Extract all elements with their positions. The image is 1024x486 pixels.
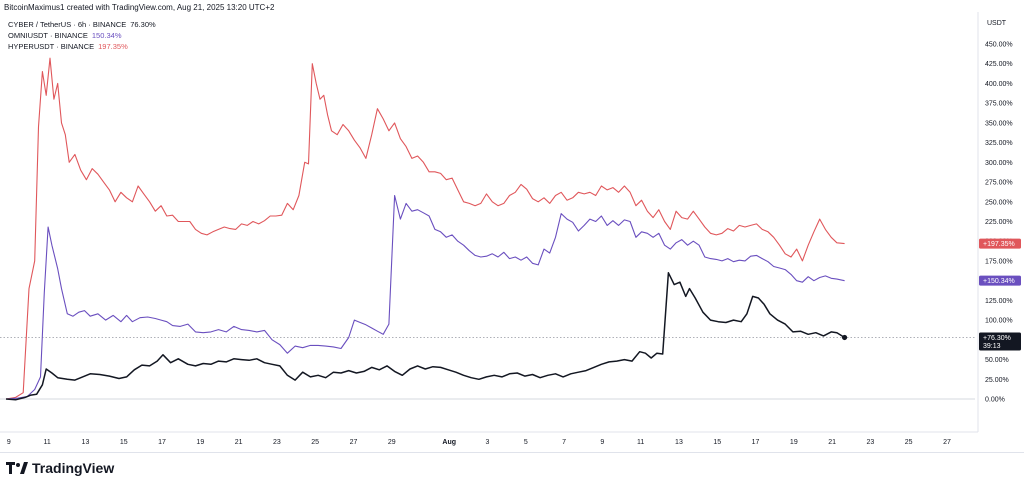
- price-badge-label: +76.30%: [983, 335, 1011, 342]
- y-tick-label: 175.00%: [985, 258, 1013, 265]
- x-tick-label: 11: [637, 439, 644, 446]
- chart-header: BitcoinMaximus1 created with TradingView…: [4, 3, 275, 12]
- x-tick-label: 19: [790, 439, 798, 446]
- countdown-label: 39:13: [983, 343, 1001, 350]
- y-tick-label: 375.00%: [985, 101, 1013, 108]
- legend-symbol: CYBER / TetherUS · 6h · BINANCE: [8, 20, 127, 29]
- tradingview-logo[interactable]: TradingView: [6, 460, 114, 476]
- x-tick-label: 9: [600, 439, 604, 446]
- y-tick-label: 50.00%: [985, 357, 1009, 364]
- y-tick-label: 425.00%: [985, 61, 1013, 68]
- footer-divider: [0, 452, 1024, 453]
- x-tick-label: 27: [943, 439, 951, 446]
- x-tick-label: 21: [235, 439, 243, 446]
- legend-row-omni[interactable]: OMNIUSDT · BINANCE 150.34%: [8, 30, 156, 41]
- x-tick-label: 17: [752, 439, 760, 446]
- x-tick-label: 23: [273, 439, 281, 446]
- y-tick-label: 250.00%: [985, 199, 1013, 206]
- x-tick-label: 13: [675, 439, 683, 446]
- x-tick-label: 15: [120, 439, 128, 446]
- x-tick-label: 5: [524, 439, 528, 446]
- legend-row-cyber[interactable]: CYBER / TetherUS · 6h · BINANCE 76.30%: [8, 19, 156, 30]
- y-tick-label: 350.00%: [985, 120, 1013, 127]
- x-tick-label: Aug: [442, 439, 456, 446]
- x-tick-label: 23: [867, 439, 875, 446]
- x-tick-label: 19: [196, 439, 204, 446]
- price-badge: +76.30%39:13: [979, 332, 1021, 351]
- y-tick-label: 275.00%: [985, 180, 1013, 187]
- y-tick-label: 25.00%: [985, 377, 1009, 384]
- y-tick-label: 325.00%: [985, 140, 1013, 147]
- x-tick-label: 15: [713, 439, 721, 446]
- price-badge-label: +197.35%: [983, 241, 1015, 248]
- last-price-dot: [841, 334, 848, 341]
- series-line-cyber-tetherus[interactable]: [5, 272, 845, 401]
- x-tick-label: 7: [562, 439, 566, 446]
- y-tick-label: 400.00%: [985, 81, 1013, 88]
- x-tick-label: 11: [44, 439, 51, 446]
- x-tick-label: 13: [82, 439, 90, 446]
- x-tick-label: 29: [388, 439, 396, 446]
- brand-name: TradingView: [32, 460, 115, 476]
- legend: CYBER / TetherUS · 6h · BINANCE 76.30% OM…: [8, 19, 156, 52]
- x-tick-label: 3: [486, 439, 490, 446]
- legend-value: 150.34%: [91, 31, 122, 40]
- y-tick-label: 450.00%: [985, 42, 1013, 49]
- legend-symbol: OMNIUSDT · BINANCE: [8, 31, 88, 40]
- price-badges: +197.35% +150.34% +76.30%39:13: [979, 238, 1021, 351]
- legend-symbol: HYPERUSDT · BINANCE: [8, 42, 95, 51]
- y-tick-label: 225.00%: [985, 219, 1013, 226]
- y-tick-label: 100.00%: [985, 318, 1013, 325]
- x-tick-label: 25: [905, 439, 913, 446]
- x-axis[interactable]: 9 11 13 15 17 19 21 23 25 27 29 Aug 3 5 7 9 11 13 15 17 19 21…: [7, 439, 951, 446]
- x-tick-label: 21: [828, 439, 836, 446]
- y-tick-label: 300.00%: [985, 160, 1013, 167]
- grid: [0, 12, 979, 433]
- legend-value: 197.35%: [98, 42, 128, 51]
- y-tick-label: 125.00%: [985, 298, 1013, 305]
- series-line-hyperusdt[interactable]: [5, 57, 845, 400]
- legend-value: 76.30%: [130, 20, 156, 29]
- tradingview-logo-icon: [6, 462, 28, 474]
- price-badge-label: +150.34%: [983, 278, 1015, 285]
- price-badge: +197.35%: [979, 238, 1021, 249]
- x-tick-label: 25: [311, 439, 319, 446]
- price-badge: +150.34%: [979, 275, 1021, 286]
- y-axis-unit: USDT: [987, 20, 1007, 27]
- series-lines: [5, 57, 848, 401]
- y-tick-label: 0.00%: [985, 397, 1005, 404]
- x-tick-label: 9: [7, 439, 11, 446]
- series-line-omniusdt[interactable]: [5, 194, 845, 400]
- x-tick-label: 17: [158, 439, 166, 446]
- legend-row-hyper[interactable]: HYPERUSDT · BINANCE 197.35%: [8, 41, 156, 52]
- x-tick-label: 27: [350, 439, 358, 446]
- price-chart[interactable]: USDT450.00%425.00%400.00%375.00%350.00%3…: [0, 0, 1024, 452]
